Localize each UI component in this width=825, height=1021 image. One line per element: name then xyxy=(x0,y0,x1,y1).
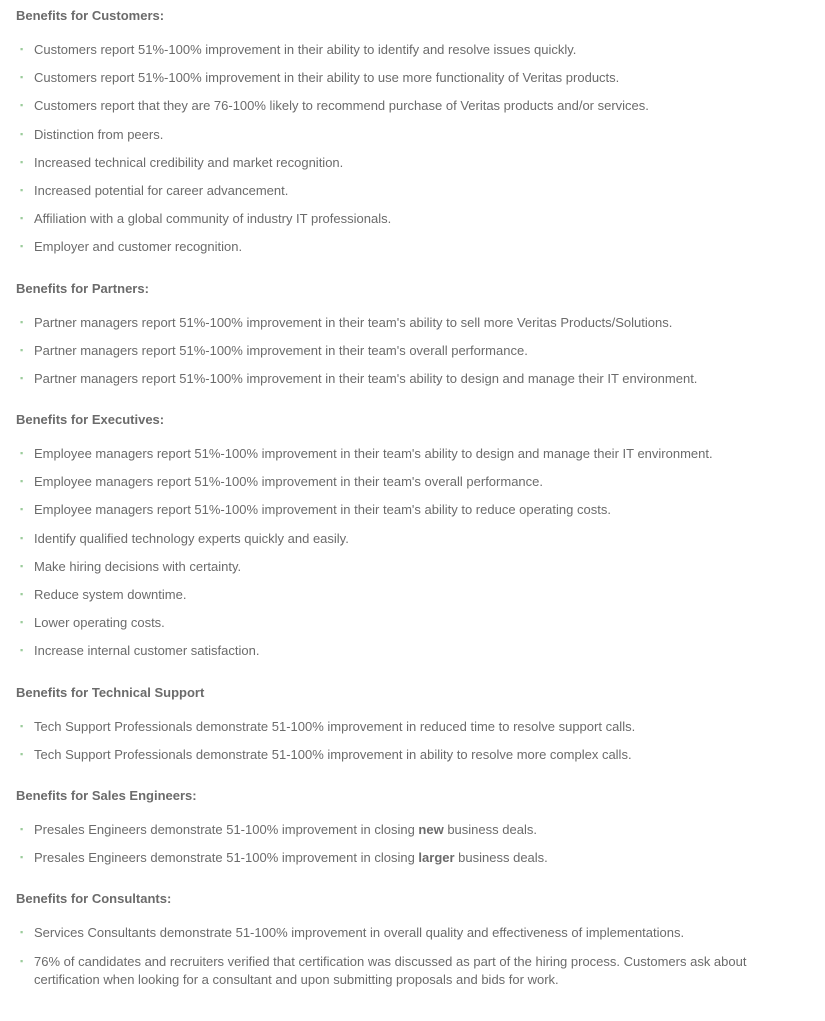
section-heading: Benefits for Technical Support xyxy=(16,685,204,702)
benefits-section: Benefits for Sales Engineers: Presales En… xyxy=(16,788,809,867)
list-item: Partner managers report 51%-100% improve… xyxy=(16,314,809,332)
bold-text: larger xyxy=(418,850,454,865)
list-item: Make hiring decisions with certainty. xyxy=(16,558,809,576)
section-heading: Benefits for Partners: xyxy=(16,281,149,298)
list-item: 76% of candidates and recruiters verifie… xyxy=(16,953,809,989)
list-item: Customers report that they are 76-100% l… xyxy=(16,97,809,115)
document-root: Benefits for Customers: Customers report … xyxy=(16,8,809,989)
section-heading: Benefits for Consultants: xyxy=(16,891,171,908)
list-item: Distinction from peers. xyxy=(16,126,809,144)
benefits-section: Benefits for Customers: Customers report … xyxy=(16,8,809,257)
list-item: Employee managers report 51%-100% improv… xyxy=(16,473,809,491)
list-item: Services Consultants demonstrate 51-100%… xyxy=(16,924,809,942)
bold-text: new xyxy=(418,822,443,837)
list-item: Tech Support Professionals demonstrate 5… xyxy=(16,746,809,764)
list-item: Employer and customer recognition. xyxy=(16,238,809,256)
benefit-list: Customers report 51%-100% improvement in… xyxy=(16,41,809,257)
benefit-list: Tech Support Professionals demonstrate 5… xyxy=(16,718,809,764)
list-item: Increase internal customer satisfaction. xyxy=(16,642,809,660)
list-item: Partner managers report 51%-100% improve… xyxy=(16,370,809,388)
benefits-section: Benefits for Technical Support Tech Suppo… xyxy=(16,685,809,764)
section-heading: Benefits for Executives: xyxy=(16,412,164,429)
text-run: business deals. xyxy=(455,850,548,865)
text-run: business deals. xyxy=(444,822,537,837)
list-item: Customers report 51%-100% improvement in… xyxy=(16,69,809,87)
section-heading: Benefits for Sales Engineers: xyxy=(16,788,197,805)
list-item: Employee managers report 51%-100% improv… xyxy=(16,501,809,519)
list-item: Affiliation with a global community of i… xyxy=(16,210,809,228)
list-item: Lower operating costs. xyxy=(16,614,809,632)
list-item: Reduce system downtime. xyxy=(16,586,809,604)
list-item: Presales Engineers demonstrate 51-100% i… xyxy=(16,849,809,867)
list-item: Presales Engineers demonstrate 51-100% i… xyxy=(16,821,809,839)
list-item: Tech Support Professionals demonstrate 5… xyxy=(16,718,809,736)
benefit-list: Services Consultants demonstrate 51-100%… xyxy=(16,924,809,989)
list-item: Employee managers report 51%-100% improv… xyxy=(16,445,809,463)
list-item: Increased potential for career advanceme… xyxy=(16,182,809,200)
benefits-section: Benefits for Executives: Employee manager… xyxy=(16,412,809,661)
text-run: Presales Engineers demonstrate 51-100% i… xyxy=(34,822,418,837)
benefit-list: Presales Engineers demonstrate 51-100% i… xyxy=(16,821,809,867)
benefit-list: Partner managers report 51%-100% improve… xyxy=(16,314,809,389)
list-item: Identify qualified technology experts qu… xyxy=(16,530,809,548)
section-heading: Benefits for Customers: xyxy=(16,8,164,25)
benefits-section: Benefits for Consultants: Services Consul… xyxy=(16,891,809,989)
list-item: Customers report 51%-100% improvement in… xyxy=(16,41,809,59)
benefits-section: Benefits for Partners: Partner managers r… xyxy=(16,281,809,389)
text-run: Presales Engineers demonstrate 51-100% i… xyxy=(34,850,418,865)
benefit-list: Employee managers report 51%-100% improv… xyxy=(16,445,809,661)
list-item: Partner managers report 51%-100% improve… xyxy=(16,342,809,360)
list-item: Increased technical credibility and mark… xyxy=(16,154,809,172)
